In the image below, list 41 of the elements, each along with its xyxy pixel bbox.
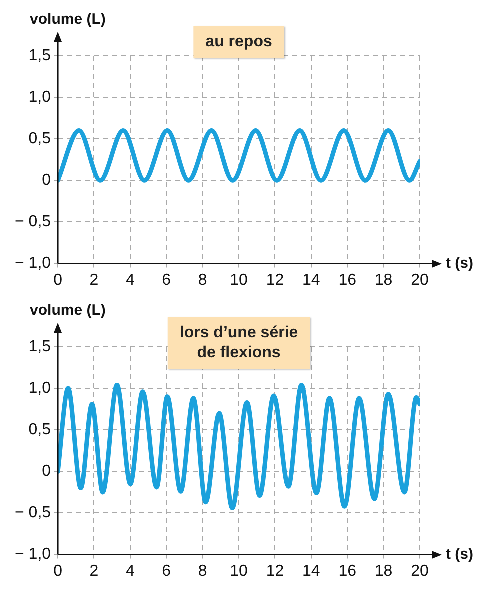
x-tick-label: 6 <box>162 562 172 580</box>
y-tick-label: − 0,5 <box>15 214 52 231</box>
y-tick-label: − 1,0 <box>15 255 52 272</box>
y-tick-label: 0 <box>42 463 52 480</box>
x-tick-label: 0 <box>54 272 63 289</box>
x-tick-label: 12 <box>266 272 284 289</box>
x-tick-label: 16 <box>338 562 357 580</box>
x-tick-label: 2 <box>90 272 99 289</box>
y-axis-title: volume (L) <box>30 302 106 320</box>
x-tick-label: 18 <box>374 272 393 289</box>
x-tick-label: 10 <box>230 272 248 289</box>
x-tick-label: 20 <box>411 562 429 580</box>
x-tick-label: 12 <box>266 562 284 580</box>
x-tick-label: 16 <box>338 272 357 289</box>
y-tick-label: 1,0 <box>28 88 52 106</box>
x-tick-label: 0 <box>54 562 63 580</box>
chart-title: lors d’une série de flexions <box>180 324 298 362</box>
y-tick-label: 1,5 <box>28 338 52 356</box>
y-axis-title: volume (L) <box>30 11 106 28</box>
x-tick-label: 4 <box>126 562 135 580</box>
y-tick-label: 0,5 <box>28 422 52 439</box>
x-axis-title: t (s) <box>446 254 474 272</box>
y-tick-label: − 0,5 <box>15 504 52 522</box>
y-tick-label: 1,0 <box>28 380 52 397</box>
y-tick-label: 0 <box>42 172 52 190</box>
x-tick-label: 10 <box>230 562 248 580</box>
x-tick-label: 2 <box>90 562 99 580</box>
line-series <box>58 382 420 511</box>
y-tick-label: − 1,0 <box>15 546 52 564</box>
y-tick-label: 0,5 <box>28 130 52 148</box>
x-tick-label: 14 <box>302 562 320 580</box>
y-tick-label: 1,5 <box>28 47 52 64</box>
x-tick-label: 20 <box>411 272 429 289</box>
x-tick-label: 4 <box>126 272 135 289</box>
chart-title: au repos <box>206 33 272 50</box>
x-axis-title: t (s) <box>446 546 474 563</box>
x-tick-label: 8 <box>198 272 208 289</box>
x-tick-label: 6 <box>162 272 172 289</box>
x-tick-label: 8 <box>198 562 208 580</box>
x-tick-label: 14 <box>302 272 320 289</box>
x-tick-label: 18 <box>374 562 393 580</box>
